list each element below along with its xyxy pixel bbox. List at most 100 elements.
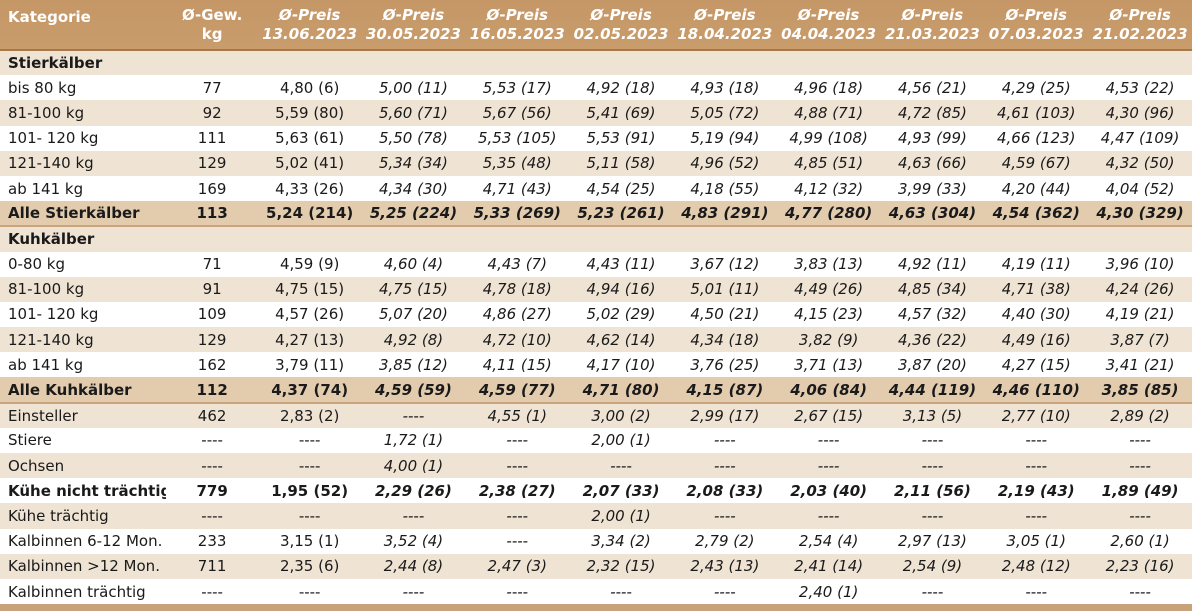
row-kategorie: ab 141 kg	[0, 352, 167, 378]
row-preis: ----	[465, 578, 570, 605]
row-preis: 4,96 (18)	[776, 75, 881, 101]
row-gewicht: ----	[166, 503, 258, 529]
row-preis: 4,59 (59)	[361, 377, 466, 404]
row-preis: 5,34 (34)	[361, 150, 466, 176]
row-gewicht: 109	[166, 301, 258, 328]
row-preis: 4,30 (329)	[1088, 201, 1192, 228]
table-row: Einsteller 462 2,83 (2) ---- 4,55 (1) 3,00 (2…	[0, 402, 1192, 428]
row-preis: ----	[465, 528, 570, 554]
row-kategorie: Kalbinnen 6-12 Mon.	[0, 528, 167, 554]
row-preis: 3,85 (85)	[1088, 377, 1192, 404]
row-preis: ----	[776, 503, 881, 529]
row-preis: 5,05 (72)	[672, 100, 777, 126]
row-preis: 4,24 (26)	[1088, 276, 1192, 302]
row-preis: 4,43 (7)	[465, 251, 570, 277]
row-preis: ----	[257, 503, 362, 529]
row-kategorie: Alle Stierkälber	[0, 201, 167, 228]
row-preis: 2,00 (1)	[569, 427, 673, 453]
header-gewicht: Ø-Gew. kg	[166, 0, 258, 51]
row-preis: 2,43 (13)	[672, 553, 777, 579]
row-preis: 4,30 (96)	[1088, 100, 1192, 126]
row-gewicht: 77	[166, 75, 258, 101]
row-preis: ----	[257, 453, 362, 479]
row-preis: 5,60 (71)	[361, 100, 466, 126]
total-row: Alle Stierkälber 113 5,24 (214) 5,25 (224) 5…	[0, 201, 1192, 228]
row-preis: 4,61 (103)	[984, 100, 1089, 126]
header-preis-date: Ø-Preis 18.04.2023	[672, 0, 777, 51]
row-preis: 5,63 (61)	[257, 125, 362, 151]
row-preis: 2,67 (15)	[776, 402, 881, 428]
row-preis: ----	[1088, 453, 1192, 479]
row-preis: 2,03 (40)	[790, 481, 868, 500]
row-preis: 4,11 (15)	[465, 352, 570, 378]
row-preis: 4,19 (11)	[984, 251, 1089, 277]
row-preis: 4,71 (43)	[465, 175, 570, 202]
row-preis: 5,53 (91)	[569, 125, 673, 151]
row-preis	[361, 50, 466, 76]
row-kategorie: 81-100 kg	[0, 100, 167, 126]
row-kategorie: 0-80 kg	[0, 251, 167, 277]
row-preis: 3,96 (10)	[1088, 251, 1192, 277]
row-preis: 5,25 (224)	[361, 201, 466, 228]
row-preis: ----	[257, 427, 362, 453]
row-preis: 1,89 (49)	[1101, 481, 1179, 500]
row-preis: 4,60 (4)	[361, 251, 466, 277]
row-gewicht: 91	[166, 276, 258, 302]
row-preis	[1088, 226, 1192, 252]
row-preis: ----	[257, 578, 362, 605]
row-kategorie: Kalbinnen trächtig	[0, 578, 167, 605]
row-preis: 5,53 (105)	[465, 125, 570, 151]
row-preis: 3,00 (2)	[569, 402, 673, 428]
row-preis: 4,46 (110)	[984, 377, 1089, 404]
row-gewicht: 112	[166, 377, 258, 404]
row-gewicht: 462	[166, 402, 258, 428]
row-preis: 3,76 (25)	[672, 352, 777, 378]
row-preis: 4,75 (15)	[361, 276, 466, 302]
row-preis: 4,62 (14)	[569, 327, 673, 353]
row-preis: 2,48 (12)	[984, 553, 1089, 579]
row-preis: 4,27 (15)	[984, 352, 1089, 378]
row-preis: 4,83 (291)	[672, 201, 777, 228]
row-preis: 4,17 (10)	[569, 352, 673, 378]
row-kategorie: Kalbinnen >12 Mon.	[0, 553, 167, 579]
row-preis: 4,40 (30)	[984, 301, 1089, 328]
row-preis: 4,04 (52)	[1088, 175, 1192, 202]
row-preis: 2,83 (2)	[257, 402, 362, 428]
row-preis: ----	[984, 427, 1089, 453]
table-row: 121-140 kg 129 4,27 (13) 4,92 (8) 4,72 (10) 4…	[0, 327, 1192, 353]
table-row: Kalbinnen 6-12 Mon. 233 3,15 (1) 3,52 (4) --…	[0, 528, 1192, 554]
row-preis: 5,00 (11)	[361, 75, 466, 101]
row-preis: 4,54 (362)	[984, 201, 1089, 228]
table-row: Kühe trächtig ---- ---- ---- ---- 2,00 (1) ---…	[0, 503, 1192, 529]
header-preis-date: Ø-Preis 16.05.2023	[465, 0, 570, 51]
row-preis: 2,47 (3)	[465, 553, 570, 579]
row-kategorie: 121-140 kg	[0, 327, 167, 353]
row-preis	[257, 226, 362, 252]
row-preis: ----	[1088, 578, 1192, 605]
row-preis: 1,95 (52)	[271, 481, 349, 500]
row-preis: 2,23 (16)	[1088, 553, 1192, 579]
row-preis: 3,34 (2)	[569, 528, 673, 554]
row-preis: ----	[361, 503, 466, 529]
section-header-row: Kuhkälber	[0, 226, 1192, 252]
row-preis: 2,99 (17)	[672, 402, 777, 428]
row-preis	[984, 226, 1089, 252]
row-preis: 3,71 (13)	[776, 352, 881, 378]
row-gewicht: ----	[166, 453, 258, 479]
row-preis: 4,63 (304)	[880, 201, 985, 228]
row-preis: 4,20 (44)	[984, 175, 1089, 202]
row-preis: 4,36 (22)	[880, 327, 985, 353]
table-row: 81-100 kg 91 4,75 (15) 4,75 (15) 4,78 (18) 4,…	[0, 276, 1192, 302]
row-preis: 2,07 (33)	[582, 481, 660, 500]
row-preis: 4,34 (30)	[361, 175, 466, 202]
row-kategorie: ab 141 kg	[0, 175, 167, 202]
row-preis: ----	[880, 453, 985, 479]
row-kategorie: 81-100 kg	[0, 276, 167, 302]
row-preis: 5,53 (17)	[465, 75, 570, 101]
row-preis: 4,53 (22)	[1088, 75, 1192, 101]
row-preis: 4,37 (74)	[257, 377, 362, 404]
header-row: Kategorie Ø-Gew. kg Ø-Preis 13.06.2023 Ø-P…	[0, 0, 1192, 51]
row-preis: ----	[465, 427, 570, 453]
row-kategorie: Kühe trächtig	[0, 503, 167, 529]
row-gewicht: 111	[166, 125, 258, 151]
